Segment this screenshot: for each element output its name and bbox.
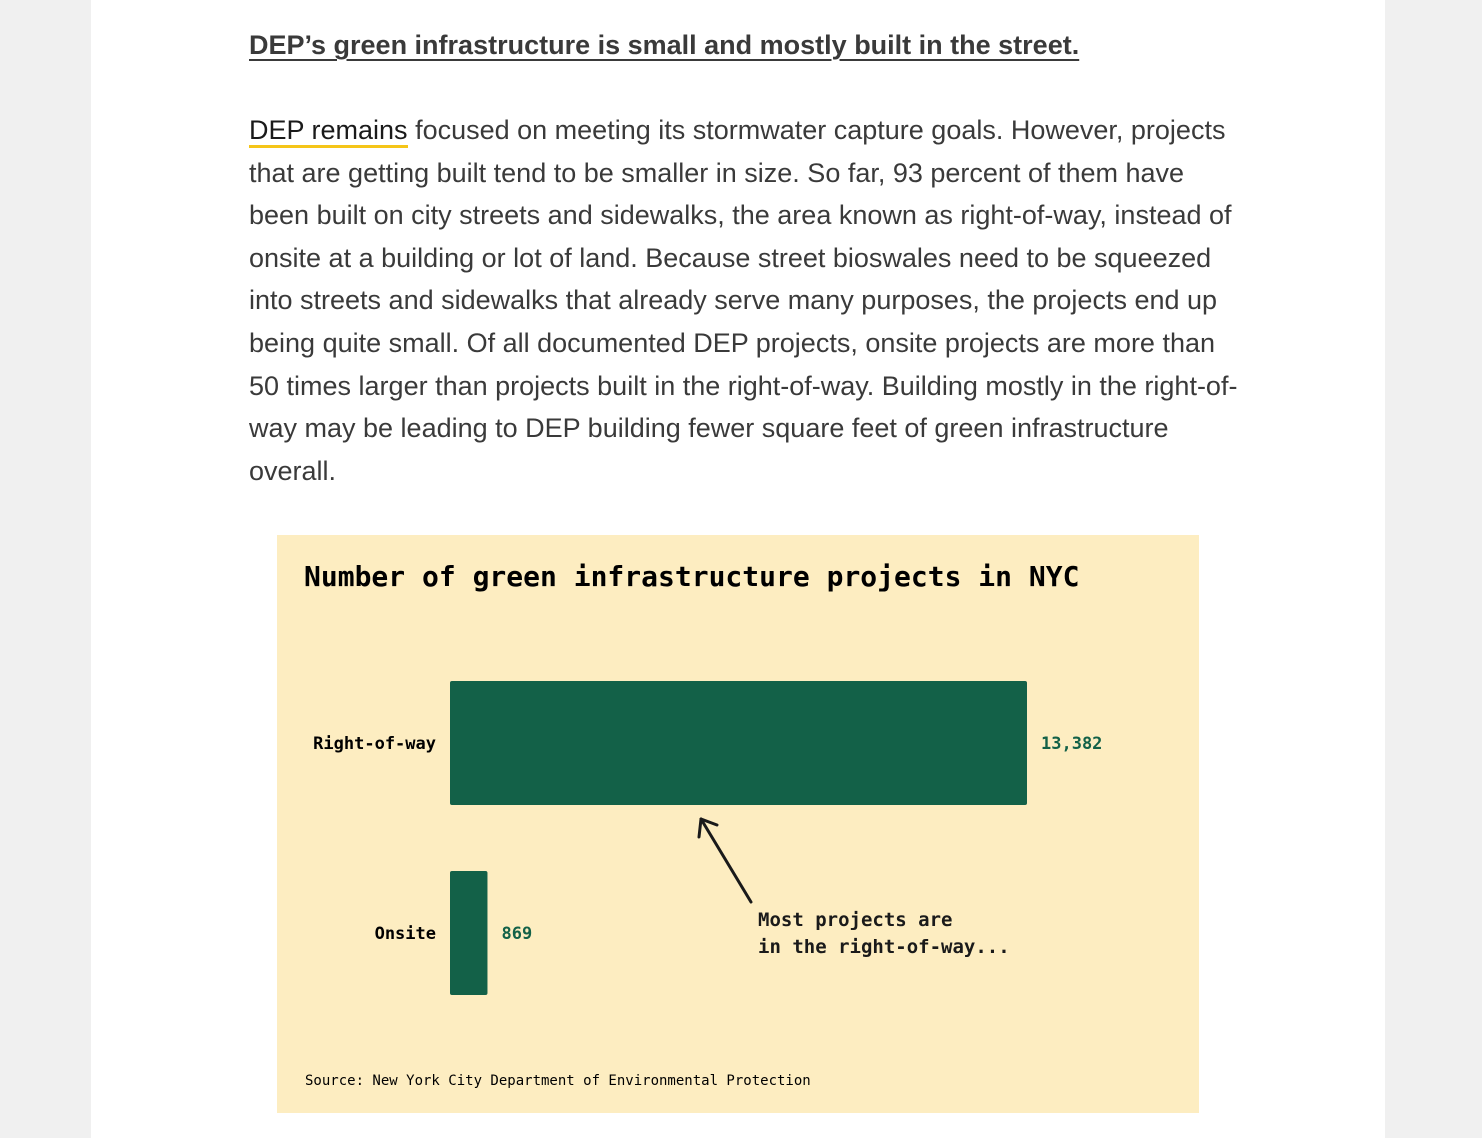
annotation-line-1: Most projects are <box>758 909 952 931</box>
category-label-right-of-way: Right-of-way <box>313 734 436 754</box>
bars-layer: Right-of-way 13,382 Onsite 869 <box>313 681 1102 995</box>
chart-source: Source: New York City Department of Envi… <box>305 1073 811 1089</box>
category-label-onsite: Onsite <box>375 924 436 944</box>
section-heading: DEP’s green infrastructure is small and … <box>249 30 1080 60</box>
bar-onsite <box>450 871 488 995</box>
dep-remains-link[interactable]: DEP remains <box>249 115 408 148</box>
bar-chart: Number of green infrastructure projects … <box>304 560 1102 1089</box>
paragraph-text: focused on meeting its stormwater captur… <box>249 115 1238 486</box>
article-paragraph: DEP remains focused on meeting its storm… <box>249 109 1239 492</box>
annotation-arrow <box>697 817 753 904</box>
chart-title: Number of green infrastructure projects … <box>304 560 1079 593</box>
chart-panel: Number of green infrastructure projects … <box>277 535 1199 1113</box>
bar-right-of-way <box>450 681 1027 805</box>
value-label-onsite: 869 <box>501 924 532 944</box>
annotation-line-2: in the right-of-way... <box>758 936 1010 958</box>
value-label-right-of-way: 13,382 <box>1041 734 1102 754</box>
